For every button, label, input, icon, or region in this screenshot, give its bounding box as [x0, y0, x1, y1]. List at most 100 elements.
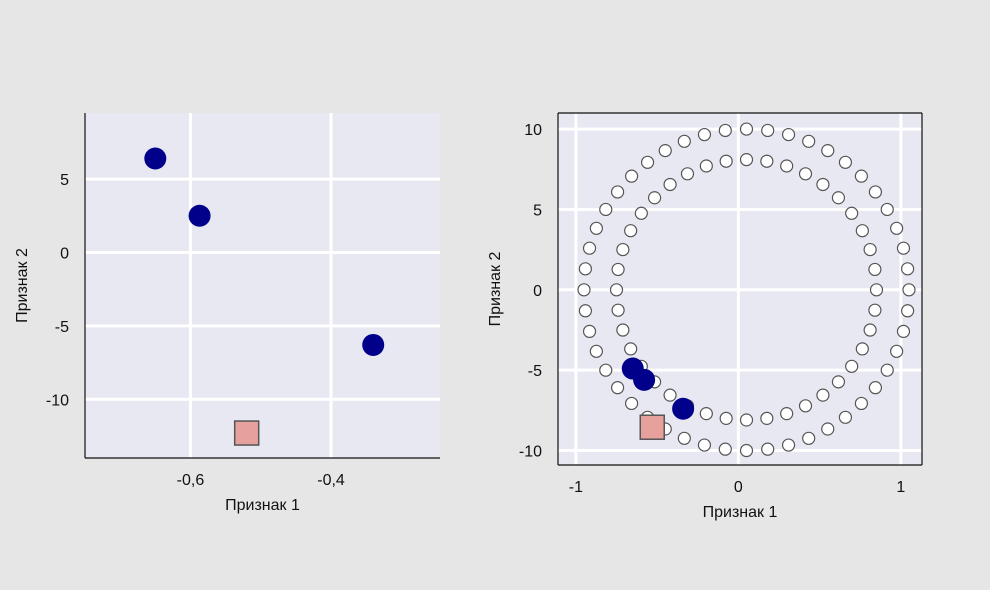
ring-point [845, 206, 859, 220]
ring-point [890, 221, 904, 235]
ring-point [831, 191, 846, 205]
ring-point [647, 191, 662, 205]
square-point [639, 414, 665, 440]
x-tick-label: -1 [569, 479, 583, 496]
ring-point [640, 155, 655, 169]
ring-point [781, 438, 796, 452]
ring-point [599, 363, 613, 377]
ring-point [663, 388, 677, 402]
ring-point [831, 375, 846, 389]
ring-point [780, 159, 794, 173]
ring-point [599, 202, 613, 217]
ring-point [838, 410, 853, 424]
ring-point [798, 399, 813, 413]
ring-point [901, 262, 915, 276]
ring-point [663, 177, 677, 192]
ring-point [699, 407, 713, 421]
ring-point [880, 363, 894, 377]
ring-point [868, 303, 882, 317]
ring-point [611, 262, 625, 277]
ring-point [760, 154, 774, 168]
ring-point [901, 304, 915, 318]
ring-point [816, 177, 830, 192]
y-tick-label: 5 [60, 172, 69, 189]
data-point [672, 397, 695, 420]
ring-point [880, 202, 894, 217]
y-axis-label: Признак 2 [14, 248, 31, 323]
ring-point [719, 411, 733, 425]
data-point [188, 204, 211, 227]
ring-point [610, 381, 625, 395]
ring-point [658, 144, 672, 158]
ring-point [863, 242, 877, 257]
ring-point [699, 159, 713, 173]
ring-point [896, 324, 911, 339]
ring-point [780, 407, 794, 421]
plot-area [85, 113, 440, 458]
x-axis-label: Признак 1 [225, 497, 300, 514]
y-tick-label: 0 [533, 283, 542, 300]
ring-point [719, 154, 733, 168]
ring-point [821, 422, 835, 436]
y-tick-label: 0 [60, 245, 69, 262]
ring-point [578, 304, 592, 318]
y-tick-label: -5 [528, 363, 542, 380]
y-tick-label: 5 [533, 202, 542, 219]
ring-point [855, 224, 869, 238]
ring-point [677, 134, 691, 148]
ring-point [582, 324, 597, 339]
ring-point [739, 413, 754, 427]
ring-point [589, 344, 603, 358]
ring-point [739, 443, 754, 458]
ring-point [578, 262, 592, 276]
data-point [633, 368, 656, 391]
ring-point [616, 242, 630, 257]
ring-point [611, 303, 625, 317]
ring-point [802, 431, 816, 445]
x-tick-label: -0,4 [317, 472, 345, 489]
ring-point [697, 127, 712, 142]
data-point [144, 147, 167, 170]
ring-point [890, 344, 904, 358]
x-tick-label: -0,6 [177, 472, 205, 489]
y-tick-label: -10 [519, 444, 542, 461]
x-tick-label: 1 [896, 479, 905, 496]
ring-point [855, 342, 869, 356]
ring-point [868, 262, 882, 277]
ring-point [624, 342, 638, 356]
y-axis-label: Признак 2 [487, 252, 504, 327]
x-tick-label: 0 [734, 479, 743, 496]
ring-point [868, 381, 883, 395]
ring-point [610, 185, 625, 199]
ring-point [816, 388, 830, 402]
data-point [362, 333, 385, 356]
y-tick-label: -5 [55, 319, 69, 336]
ring-point [854, 396, 869, 411]
square-point [233, 420, 260, 446]
ring-point [854, 169, 869, 183]
ring-point [781, 127, 796, 142]
ring-point [718, 442, 732, 456]
ring-point [902, 283, 916, 297]
ring-point [680, 167, 695, 181]
chart-left: -0,6 -0,4 5 0 -5 -10 Признак 1 Признак 2 [14, 113, 440, 514]
ring-point [739, 153, 754, 167]
ring-point [896, 241, 911, 255]
ring-point [582, 241, 597, 255]
x-axis-label: Признак 1 [703, 504, 778, 521]
ring-point [868, 185, 883, 199]
ring-point [845, 359, 859, 373]
ring-point [624, 396, 639, 411]
ring-point [624, 169, 639, 183]
ring-point [624, 224, 638, 238]
ring-point [802, 134, 816, 148]
ring-point [739, 122, 754, 136]
ring-point [577, 283, 591, 297]
ring-point [609, 283, 624, 297]
ring-point [838, 155, 853, 169]
ring-point [869, 283, 884, 297]
ring-point [761, 123, 775, 138]
y-tick-label: 10 [524, 122, 542, 139]
